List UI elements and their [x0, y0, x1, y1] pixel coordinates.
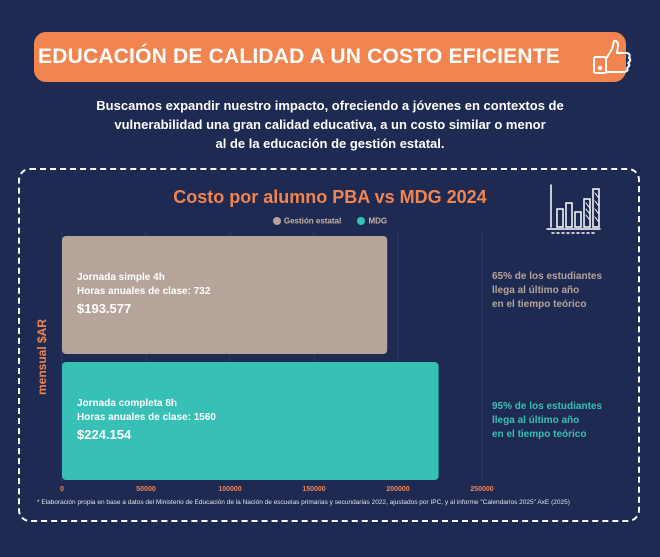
legend-label: Gestión estatal [283, 216, 342, 226]
bar-gestion-estatal [62, 236, 388, 354]
note-line: 95% de los estudiantes [492, 401, 603, 412]
page-title: EDUCACIÓN DE CALIDAD A UN COSTO EFICIENT… [38, 45, 560, 68]
header-banner: EDUCACIÓN DE CALIDAD A UN COSTO EFICIENT… [34, 32, 632, 82]
bar-chart-icon [546, 184, 601, 234]
x-tick-label: 0 [60, 486, 64, 493]
bar-value-label: $193.577 [77, 301, 132, 316]
intro-line: al de la educación de gestión estatal. [215, 136, 445, 151]
legend-item-gestion-estatal: Gestión estatal [272, 216, 342, 226]
bar-label-line: Jornada completa 8h [77, 398, 178, 409]
note-line: llega al último año [492, 415, 580, 426]
footnote: * Elaboración propia en base a datos del… [37, 499, 570, 506]
x-tick-label: 150000 [302, 486, 325, 493]
x-tick-label: 50000 [136, 486, 156, 493]
note-line: 65% de los estudiantes [492, 271, 603, 282]
x-tick-label: 250000 [470, 486, 493, 493]
note-line: en el tiempo teórico [492, 299, 587, 310]
x-tick-label: 200000 [386, 486, 409, 493]
legend-item-mdg: MDG [357, 216, 388, 226]
intro-text: Buscamos expandir nuestro impacto, ofrec… [60, 96, 600, 153]
bar-label-gestion-estatal: Jornada simple 4h Horas anuales de clase… [77, 271, 210, 316]
intro-line: Buscamos expandir nuestro impacto, ofrec… [96, 98, 564, 113]
legend-swatch [357, 217, 366, 226]
intro-line: vulnerabilidad una gran calidad educativ… [114, 117, 546, 132]
legend-swatch [272, 217, 281, 226]
bar-label-line: Horas anuales de clase: 1560 [77, 412, 216, 423]
note-line: llega al último año [492, 285, 580, 296]
x-tick-label: 100000 [218, 486, 241, 493]
note-line: en el tiempo teórico [492, 429, 587, 440]
note-mdg: 95% de los estudiantes llega al último a… [492, 400, 602, 442]
bar-mdg [62, 362, 439, 480]
bar-label-line: Jornada simple 4h [77, 272, 165, 283]
legend-label: MDG [368, 216, 388, 226]
note-gestion-estatal: 65% de los estudiantes llega al último a… [492, 270, 602, 312]
thumbs-up-icon [593, 39, 632, 74]
bar-label-mdg: Jornada completa 8h Horas anuales de cla… [77, 397, 216, 442]
bar-label-line: Horas anuales de clase: 732 [77, 286, 211, 297]
bar-value-label: $224.154 [77, 427, 132, 442]
legend: Gestión estatal MDG [0, 216, 660, 226]
chart-title: Costo por alumno PBA vs MDG 2024 [173, 187, 487, 207]
chart-panel [18, 168, 640, 522]
